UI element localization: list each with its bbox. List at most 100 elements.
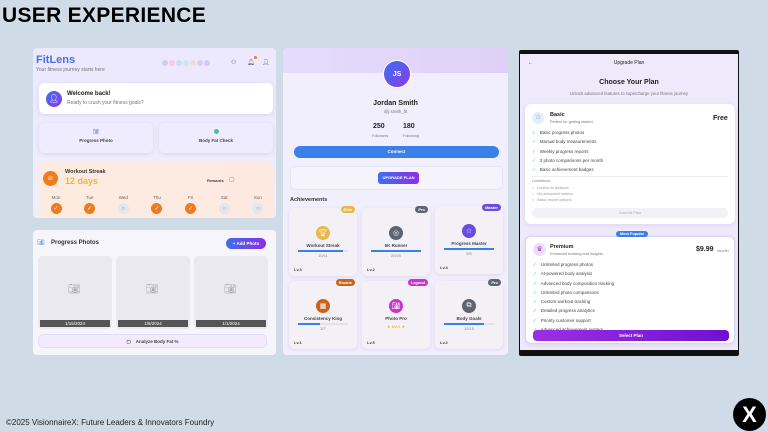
crown-icon: ♛ xyxy=(533,243,546,256)
empty-circle-icon: ○ xyxy=(532,192,535,196)
progress-fill xyxy=(371,250,421,252)
achievement-progress: ★ MAX ★ xyxy=(386,324,406,329)
feature-label: Unlimited photo comparisons xyxy=(540,289,599,295)
check-icon: ✓ xyxy=(84,203,96,214)
connect-button[interactable]: Connect xyxy=(294,146,499,158)
basic-limitations: ○ Limited AI analysis ○ No advanced metrics… xyxy=(532,186,573,204)
current-plan-button[interactable]: Current Plan xyxy=(532,208,728,218)
profile-handle: @j.smith_fit xyxy=(383,109,408,114)
select-plan-button[interactable]: Select Plan xyxy=(533,330,729,341)
palette-swatch[interactable] xyxy=(197,60,203,66)
bell-icon[interactable]: 🔔︎ xyxy=(247,60,255,66)
calendar-icon[interactable]: ▢ xyxy=(229,177,235,183)
check-icon: ✓ xyxy=(533,317,537,323)
palette-swatch[interactable] xyxy=(162,60,168,66)
achievement-level: Lv.5 xyxy=(367,340,375,345)
achievement-badge: Elite xyxy=(340,206,355,213)
feature-label: Advanced achievement system xyxy=(541,327,603,332)
achievement-card[interactable]: Elite 🏆︎ Workout Streak 10/11 Lv.3 xyxy=(289,206,357,276)
camera-icon: 📷︎ xyxy=(37,240,45,246)
achievement-name: Consistency King xyxy=(303,316,342,321)
achievement-card[interactable]: Pro ◎ 5K Runner 20/20 Lv.2 xyxy=(362,206,430,276)
progress-photo-button[interactable]: 📷︎ Progress Photo xyxy=(39,123,153,153)
achievement-icon: 📷︎ xyxy=(389,299,403,313)
feature-item: ✓ Advanced achievement system xyxy=(533,327,614,333)
palette-swatch[interactable] xyxy=(183,60,189,66)
limitation-label: Limited AI analysis xyxy=(537,186,569,190)
palette-swatch[interactable] xyxy=(204,60,210,66)
feature-item: ✓ Detailed progress analytics xyxy=(533,308,614,314)
following-label: Following xyxy=(403,134,420,138)
check-icon: ✓ xyxy=(532,157,536,163)
upgrade-plan-button[interactable]: UPGRADE PLAN xyxy=(378,172,419,184)
rewards-button[interactable]: Rewards xyxy=(207,178,224,183)
empty-circle-icon: ○ xyxy=(252,203,264,214)
day-item: Thu ✓ xyxy=(142,195,172,214)
feature-item: ✓ Custom workout tracking xyxy=(533,299,614,305)
camera-icon: 📷︎ xyxy=(68,284,81,295)
circle-icon xyxy=(213,129,219,134)
body-fat-check-button[interactable]: Body Fat Check xyxy=(159,123,273,153)
photo-thumbnail[interactable]: 📷︎ 1/1/2024 xyxy=(194,256,268,329)
divider xyxy=(532,176,728,177)
check-icon: ✓ xyxy=(151,203,163,214)
add-photo-button[interactable]: + Add Photo xyxy=(226,238,266,249)
following-count[interactable]: 180 xyxy=(403,123,415,130)
palette-swatch[interactable] xyxy=(176,60,182,66)
analyze-body-fat-button[interactable]: ▢ Analyze Body Fat % xyxy=(38,334,267,348)
feature-label: Advanced body composition tracking xyxy=(540,280,615,286)
palette-swatch[interactable] xyxy=(190,60,196,66)
upgrade-screen: ← Upgrade Plan Choose Your Plan Unlock a… xyxy=(519,50,739,356)
day-label: Sat xyxy=(220,195,228,200)
palette-swatch[interactable] xyxy=(169,60,175,66)
check-icon: ✓ xyxy=(533,308,537,314)
plans-subtitle: Unlock advanced features to supercharge … xyxy=(570,91,688,96)
achievement-icon: ⧉ xyxy=(462,299,476,313)
achievement-progress: 20/20 xyxy=(390,252,401,258)
check-icon: ✓ xyxy=(185,203,197,214)
achievement-card[interactable]: Legend 📷︎ Photo Pro ★ MAX ★ Lv.5 xyxy=(362,279,430,349)
feature-label: Priority customer support xyxy=(540,317,591,323)
check-icon: ✓ xyxy=(532,139,536,145)
check-icon: ✓ xyxy=(533,299,537,305)
avatar: JS xyxy=(383,60,411,88)
limitation-label: Basic export options xyxy=(537,198,572,202)
day-label: Fri xyxy=(188,195,194,200)
achievement-progress-bar xyxy=(444,248,494,250)
camera-icon: 📷︎ xyxy=(92,129,100,135)
day-label: Thu xyxy=(153,195,161,200)
friends-icon[interactable]: ⚇ xyxy=(231,60,237,66)
notification-dot xyxy=(254,56,257,59)
achievement-progress: 10/11 xyxy=(318,252,328,258)
user-icon[interactable]: 👤︎ xyxy=(262,60,270,66)
premium-features: ✓ Unlimited progress photos ✓ AI-powered bo… xyxy=(533,262,614,336)
photo-thumbnail[interactable]: 📷︎ 1/15/2024 xyxy=(38,256,112,329)
progress-fill xyxy=(298,250,343,252)
day-label: Mon xyxy=(51,195,61,200)
upgrade-card: UPGRADE PLAN xyxy=(290,166,503,190)
profile-screen: JS Jordan Smith @j.smith_fit 250 Followe… xyxy=(283,48,508,355)
achievement-card[interactable]: Master ☆ Progress Master 5/5 Lv.4 xyxy=(435,204,503,274)
plan-desc: Perfect for getting started xyxy=(550,120,593,124)
back-icon[interactable]: ← xyxy=(528,60,533,66)
photo-date: 1/1/2024 xyxy=(196,320,266,327)
day-item: Fri ✓ xyxy=(176,195,206,214)
feature-label: Custom workout tracking xyxy=(540,299,591,305)
feature-item: ✓ Unlimited photo comparisons xyxy=(533,290,614,296)
plan-desc: Enhanced tracking and insights xyxy=(550,252,603,256)
limitation-label: No advanced metrics xyxy=(537,192,573,196)
achievement-card[interactable]: Pro ⧉ Body Goals 12/15 Lv.2 xyxy=(435,279,503,349)
feature-item: ✓ Manual body measurements xyxy=(532,139,603,145)
basic-features: ✓ Basic progress photos ✓ Manual body measu… xyxy=(532,130,603,176)
photo-thumbnail[interactable]: 📷︎ 1/8/2024 xyxy=(116,256,190,329)
check-icon: ✓ xyxy=(533,327,537,332)
action-label: Progress Photo xyxy=(79,138,113,143)
basic-plan-card: ☆ Basic Perfect for getting started Free… xyxy=(525,104,735,224)
achievement-name: Workout Streak xyxy=(306,243,340,248)
achievement-card[interactable]: Rookie ▦ Consistency King 3/7 Lv.1 xyxy=(289,279,357,349)
followers-count[interactable]: 250 xyxy=(373,123,385,130)
color-palette[interactable] xyxy=(162,60,211,66)
achievement-level: Lv.3 xyxy=(294,267,302,272)
feature-label: Weekly progress reports xyxy=(539,148,589,154)
streak-card: 🔥︎ Workout Streak 12 days Rewards ▢ Mon ✓… xyxy=(39,162,273,218)
